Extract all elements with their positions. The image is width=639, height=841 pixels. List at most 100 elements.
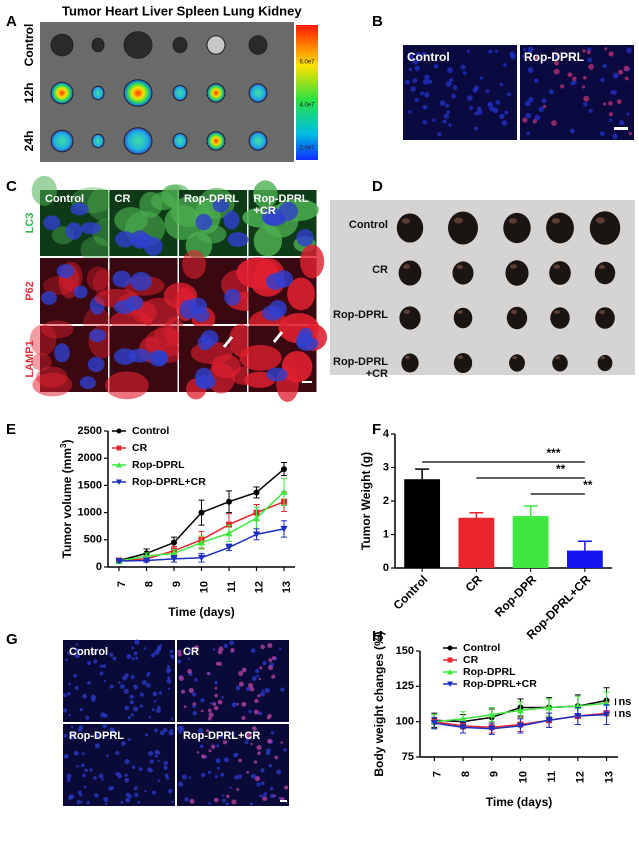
nucleus <box>422 79 429 85</box>
nucleus <box>258 677 261 681</box>
x-tick-label: 11 <box>546 771 558 783</box>
nucleus <box>208 749 212 753</box>
nucleus <box>268 665 274 671</box>
point <box>488 711 496 718</box>
nucleus <box>257 751 261 756</box>
nucleus <box>586 50 591 55</box>
nucleus <box>527 67 534 74</box>
nucleus <box>626 47 632 54</box>
nucleus <box>166 678 172 684</box>
column-label: Rop-DPRL <box>184 193 239 205</box>
nucleus <box>608 112 613 117</box>
nucleus <box>87 356 105 373</box>
nucleus <box>41 291 57 305</box>
tumor <box>453 352 473 374</box>
tumor <box>398 260 422 286</box>
nucleus <box>169 654 174 658</box>
nucleus <box>157 751 161 755</box>
column-label: Rop-DPRL +CR <box>254 193 309 217</box>
nucleus <box>80 763 85 768</box>
image-label: Control <box>407 50 450 64</box>
nucleus <box>168 789 173 794</box>
scale-bar <box>280 800 287 802</box>
nucleus <box>163 765 168 770</box>
nucleus <box>504 110 509 115</box>
nucleus <box>236 702 239 706</box>
nucleus <box>82 693 87 699</box>
nucleus <box>166 667 172 673</box>
nucleus <box>124 759 130 765</box>
legend-label: Control <box>132 425 169 437</box>
nucleus <box>200 329 219 347</box>
nucleus <box>148 715 152 719</box>
row-label-line: Control <box>349 219 388 231</box>
nucleus <box>492 107 499 114</box>
nucleus <box>452 85 458 90</box>
organ <box>123 79 153 107</box>
point <box>142 557 151 565</box>
nucleus <box>212 702 217 706</box>
bar <box>404 479 441 568</box>
tumor <box>448 211 478 245</box>
point <box>226 521 232 528</box>
nucleus <box>259 691 265 697</box>
nucleus <box>221 794 225 797</box>
nucleus <box>164 773 169 778</box>
nucleus <box>188 297 207 314</box>
nucleus <box>78 725 84 730</box>
cytoplasm <box>41 320 74 339</box>
legend-marker <box>116 462 122 468</box>
nucleus <box>162 727 168 733</box>
nucleus <box>131 646 135 650</box>
nucleus <box>230 731 236 736</box>
tumor-highlight <box>403 309 411 314</box>
nucleus <box>223 210 240 230</box>
tumor-highlight <box>600 356 606 360</box>
nucleus <box>238 681 244 687</box>
nucleus <box>422 119 427 125</box>
nucleus <box>222 740 227 745</box>
nucleus <box>181 774 187 780</box>
nucleus <box>67 778 71 783</box>
nucleus <box>408 67 413 72</box>
nucleus <box>608 101 613 106</box>
point <box>602 711 611 719</box>
row-label: Control <box>349 219 388 231</box>
nucleus <box>225 802 229 806</box>
x-tick-label: Control <box>390 572 430 612</box>
legend-label: Control <box>463 642 500 654</box>
nucleus <box>602 63 607 69</box>
nucleus <box>215 758 221 764</box>
nucleus <box>103 679 106 683</box>
nucleus <box>122 675 128 681</box>
nucleus <box>167 687 171 690</box>
nucleus <box>125 295 144 311</box>
nucleus <box>244 740 249 745</box>
nucleus <box>498 113 505 120</box>
nucleus <box>261 689 265 692</box>
nucleus <box>184 797 189 802</box>
nucleus <box>208 712 214 718</box>
nucleus <box>214 686 218 690</box>
nucleus <box>628 131 633 136</box>
nucleus <box>624 76 629 81</box>
nucleus <box>194 367 213 388</box>
nucleus <box>104 802 108 806</box>
nucleus <box>257 694 261 698</box>
nucleus <box>163 760 168 766</box>
x-tick-label: 7 <box>116 581 128 587</box>
nucleus <box>523 47 527 52</box>
nucleus <box>208 801 212 805</box>
nucleus <box>509 51 515 57</box>
nucleus <box>259 794 263 798</box>
nucleus <box>75 643 79 646</box>
cytoplasm <box>30 353 52 371</box>
nucleus <box>112 656 117 661</box>
organ <box>123 127 153 155</box>
nucleus <box>602 102 607 106</box>
nucleus <box>205 729 210 733</box>
nucleus <box>65 658 69 662</box>
nucleus <box>263 792 268 796</box>
nucleus <box>194 645 199 651</box>
